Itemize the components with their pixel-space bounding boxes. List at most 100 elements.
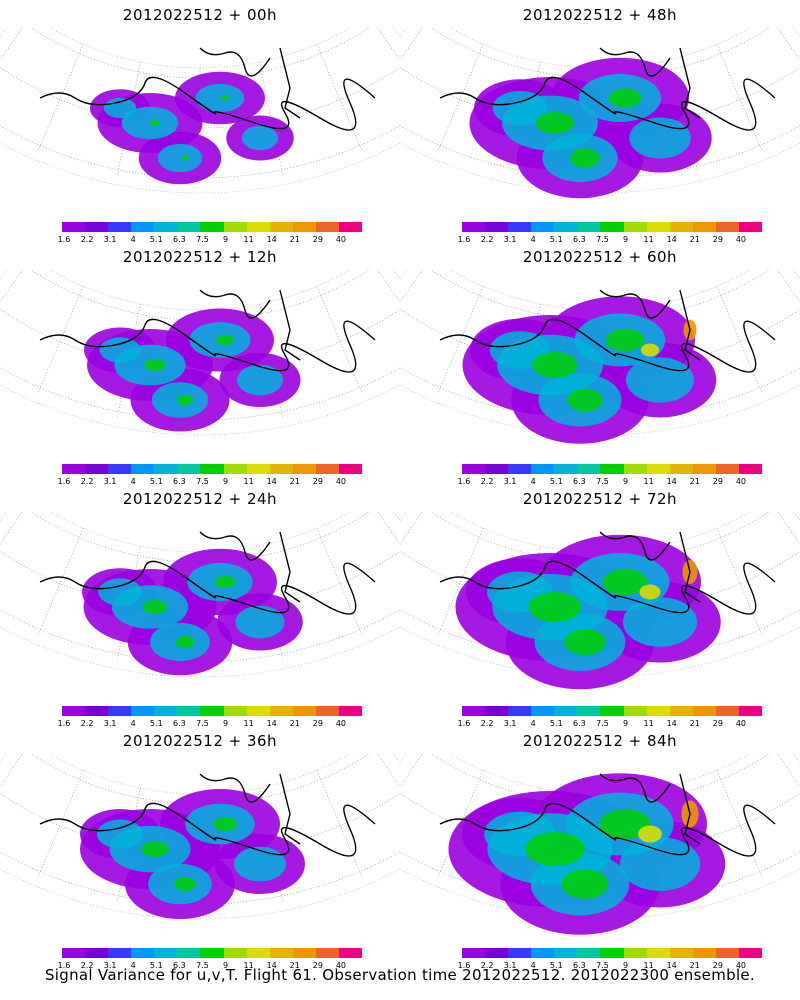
map-panel: 2012022512 + 36h 1.6 2.2 3.1 4 5.1 6.3 7.5 9 11 14… bbox=[0, 726, 400, 971]
colorbar-segment bbox=[154, 948, 178, 958]
coastline bbox=[439, 289, 776, 373]
polar-map bbox=[0, 28, 400, 194]
colorbar-label: 29 bbox=[312, 719, 323, 728]
colorbar-segment bbox=[177, 464, 201, 474]
colorbar-label: 4 bbox=[530, 477, 536, 486]
colorbar-label: 14 bbox=[266, 235, 277, 244]
colorbar-segment bbox=[315, 222, 339, 232]
colorbar-label: 3.1 bbox=[503, 719, 517, 728]
colorbar-label: 6.3 bbox=[173, 961, 186, 970]
colorbar-segment bbox=[715, 464, 739, 474]
colorbar bbox=[462, 464, 763, 474]
colorbar-segment bbox=[646, 948, 670, 958]
colorbar-segment bbox=[600, 464, 624, 474]
colorbar-segment bbox=[315, 706, 339, 716]
colorbar-label: 6.3 bbox=[173, 477, 186, 486]
colorbar-label: 40 bbox=[335, 477, 347, 486]
colorbar-label: 29 bbox=[312, 961, 323, 970]
colorbar-label: 5.1 bbox=[549, 719, 563, 728]
variance-field bbox=[82, 548, 303, 676]
colorbar-label: 14 bbox=[666, 235, 677, 244]
colorbar-label: 11 bbox=[243, 477, 254, 486]
colorbar-segment bbox=[485, 222, 509, 232]
polar-map bbox=[400, 28, 800, 199]
colorbar-label: 6.3 bbox=[573, 961, 586, 970]
colorbar-label: 1.6 bbox=[57, 477, 71, 486]
colorbar-segment bbox=[623, 464, 647, 474]
colorbar-segment bbox=[577, 706, 601, 716]
colorbar-segment bbox=[223, 706, 247, 716]
coastline bbox=[439, 47, 776, 131]
colorbar-label: 40 bbox=[735, 719, 747, 728]
colorbar-segment bbox=[669, 464, 693, 474]
panel-title: 2012022512 + 24h bbox=[122, 490, 278, 508]
colorbar-label: 11 bbox=[643, 719, 654, 728]
colorbar-label: 1.6 bbox=[457, 719, 471, 728]
colorbar-segment bbox=[577, 948, 601, 958]
colorbar-label: 21 bbox=[289, 961, 300, 970]
colorbar-labels: 1.6 2.2 3.1 4 5.1 6.3 7.5 9 11 14 21 29 40 bbox=[58, 235, 362, 247]
colorbar-segment bbox=[669, 222, 693, 232]
polar-map bbox=[0, 754, 400, 920]
colorbar-label: 7.5 bbox=[596, 961, 609, 970]
colorbar-segment bbox=[600, 222, 624, 232]
colorbar-labels: 1.6 2.2 3.1 4 5.1 6.3 7.5 9 11 14 21 29 40 bbox=[458, 477, 762, 489]
colorbar-labels: 1.6 2.2 3.1 4 5.1 6.3 7.5 9 11 14 21 29 40 bbox=[58, 961, 362, 973]
colorbar-segment bbox=[738, 464, 763, 474]
colorbar-label: 5.1 bbox=[549, 961, 563, 970]
colorbar-label: 5.1 bbox=[149, 235, 163, 244]
map-panel: 2012022512 + 48h 1.6 2.2 3.1 4 5.1 6.3 7.5 9 11 14… bbox=[400, 0, 800, 245]
colorbar-segment bbox=[269, 464, 293, 474]
colorbar-label: 2.2 bbox=[480, 235, 494, 244]
colorbar-segment bbox=[292, 222, 316, 232]
colorbar-segment bbox=[692, 222, 716, 232]
colorbar-label: 2.2 bbox=[80, 235, 94, 244]
colorbar-segment bbox=[715, 948, 739, 958]
colorbar-label: 7.5 bbox=[596, 235, 609, 244]
variance-field bbox=[455, 534, 721, 690]
panel-title: 2012022512 + 00h bbox=[122, 6, 278, 24]
colorbar-segment bbox=[738, 222, 763, 232]
colorbar-segment bbox=[292, 706, 316, 716]
colorbar-labels: 1.6 2.2 3.1 4 5.1 6.3 7.5 9 11 14 21 29 40 bbox=[58, 477, 362, 489]
figure-caption: Signal Variance for u,v,T. Flight 61. Ob… bbox=[44, 966, 756, 984]
colorbar-label: 1.6 bbox=[457, 961, 471, 970]
colorbar-segment bbox=[623, 948, 647, 958]
colorbar-segment bbox=[269, 948, 293, 958]
colorbar-label: 4 bbox=[130, 235, 136, 244]
colorbar-label: 11 bbox=[643, 477, 654, 486]
colorbar-label: 11 bbox=[643, 961, 654, 970]
coastline bbox=[39, 773, 376, 857]
colorbar-label: 6.3 bbox=[173, 719, 186, 728]
colorbar-segment bbox=[200, 948, 224, 958]
colorbar-segment bbox=[531, 464, 555, 474]
colorbar-label: 6.3 bbox=[173, 235, 186, 244]
colorbar-label: 7.5 bbox=[596, 477, 609, 486]
colorbar-label: 3.1 bbox=[103, 477, 117, 486]
colorbar-label: 2.2 bbox=[80, 719, 94, 728]
colorbar-label: 7.5 bbox=[196, 719, 209, 728]
colorbar-segment bbox=[485, 464, 509, 474]
coastline bbox=[39, 289, 376, 373]
colorbar-label: 4 bbox=[530, 719, 536, 728]
colorbar-segment bbox=[623, 706, 647, 716]
colorbar-label: 5.1 bbox=[549, 235, 563, 244]
colorbar-segment bbox=[246, 948, 270, 958]
variance-field bbox=[84, 308, 301, 432]
colorbar-label: 1.6 bbox=[457, 235, 471, 244]
colorbar-segment bbox=[338, 464, 363, 474]
colorbar-label: 4 bbox=[130, 961, 136, 970]
colorbar-label: 29 bbox=[312, 235, 323, 244]
colorbar-segment bbox=[62, 464, 86, 474]
colorbar-label: 29 bbox=[712, 719, 723, 728]
colorbar-segment bbox=[554, 222, 578, 232]
colorbar-segment bbox=[154, 706, 178, 716]
panel-title: 2012022512 + 60h bbox=[522, 248, 678, 266]
colorbar-label: 9 bbox=[222, 961, 229, 970]
colorbar-label: 40 bbox=[735, 477, 747, 486]
colorbar-segment bbox=[85, 948, 109, 958]
colorbar-segment bbox=[292, 948, 316, 958]
colorbar-segment bbox=[131, 948, 155, 958]
colorbar-segment bbox=[200, 222, 224, 232]
colorbar-label: 21 bbox=[689, 961, 700, 970]
